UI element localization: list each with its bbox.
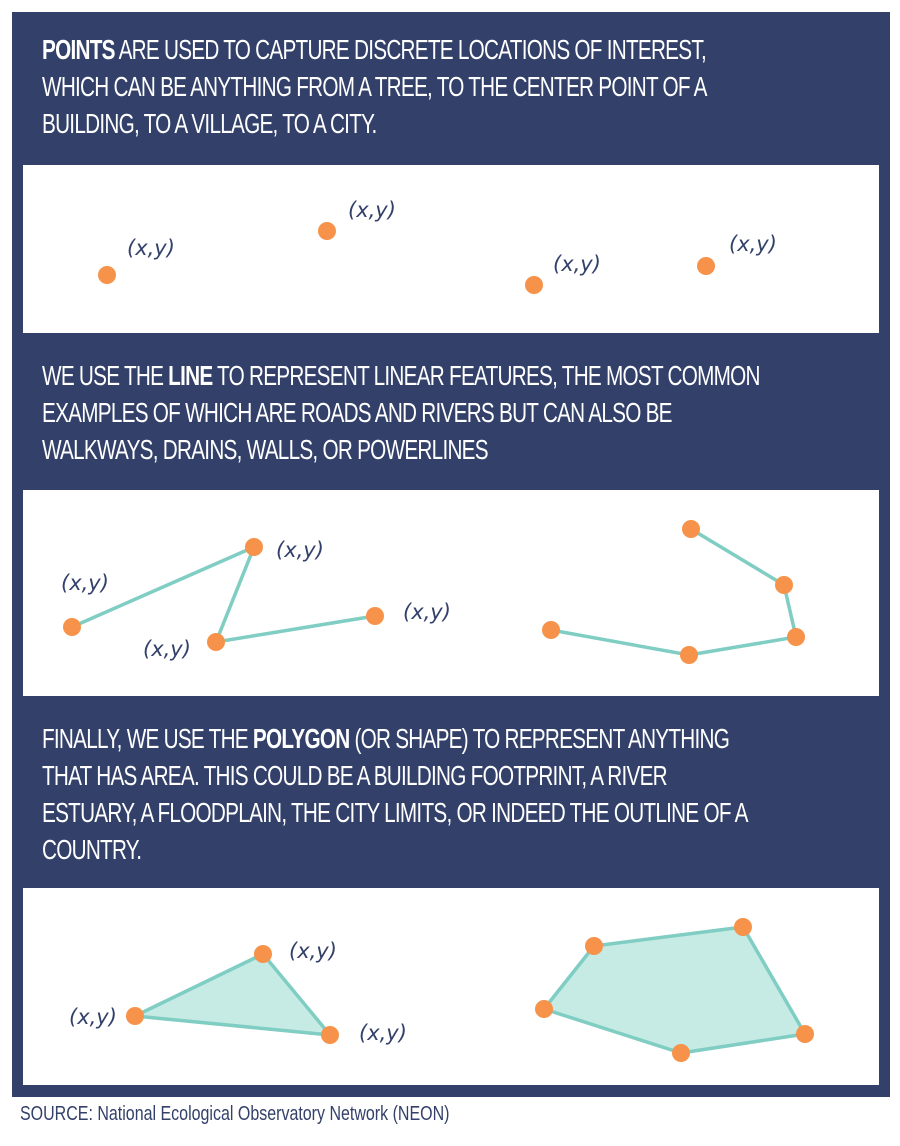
vertex [63,618,81,636]
point-feature: (x,y) [98,236,175,284]
points-keyword: POINTS [42,34,115,65]
vertex [796,1025,814,1043]
vertex [366,607,384,625]
point-feature: (x,y) [318,198,396,240]
vertex [585,937,603,955]
vertex [321,1026,339,1044]
point-feature: (x,y) [525,252,601,294]
polygon-feature-labeled: (x,y) (x,y) (x,y) [69,939,407,1045]
vertex [682,520,700,538]
vertex [126,1007,144,1025]
line-feature-labeled: (x,y) (x,y) (x,y) (x,y) [61,538,451,661]
polygon-feature-unlabeled [535,918,814,1062]
vertex [787,628,805,646]
points-description: POINTS ARE USED TO CAPTURE DISCRETE LOCA… [42,34,708,139]
vertex [542,621,560,639]
vertex [254,945,272,963]
vertex [535,1000,553,1018]
coordinate-label: (x,y) [127,236,175,260]
coordinate-label: (x,y) [61,571,109,595]
vertex [245,538,263,556]
vertex [672,1044,690,1062]
line-panel: (x,y) (x,y) (x,y) (x,y) [23,490,879,696]
coordinate-label: (x,y) [289,939,337,963]
coordinate-label: (x,y) [348,198,396,222]
polygon-keyword: POLYGON [252,723,350,754]
coordinate-label: (x,y) [359,1021,407,1045]
vertex [775,576,793,594]
coordinate-label: (x,y) [276,538,324,562]
coordinate-label: (x,y) [69,1005,117,1029]
line-keyword: LINE [168,360,213,391]
point-feature: (x,y) [697,232,777,275]
vertex [734,918,752,936]
coordinate-label: (x,y) [553,252,601,276]
vertex [207,633,225,651]
polygon-description: FINALLY, WE USE THE POLYGON (OR SHAPE) T… [42,723,748,865]
line-feature-unlabeled [542,520,805,664]
polygon-panel: (x,y) (x,y) (x,y) [23,888,879,1085]
vertex [680,646,698,664]
line-description: WE USE THE LINE TO REPRESENT LINEAR FEAT… [42,360,761,465]
coordinate-label: (x,y) [143,637,191,661]
coordinate-label: (x,y) [729,232,777,256]
points-panel: (x,y) (x,y) (x,y) (x,y) [23,165,879,333]
coordinate-label: (x,y) [403,600,451,624]
source-credit: SOURCE: National Ecological Observatory … [20,1103,450,1125]
